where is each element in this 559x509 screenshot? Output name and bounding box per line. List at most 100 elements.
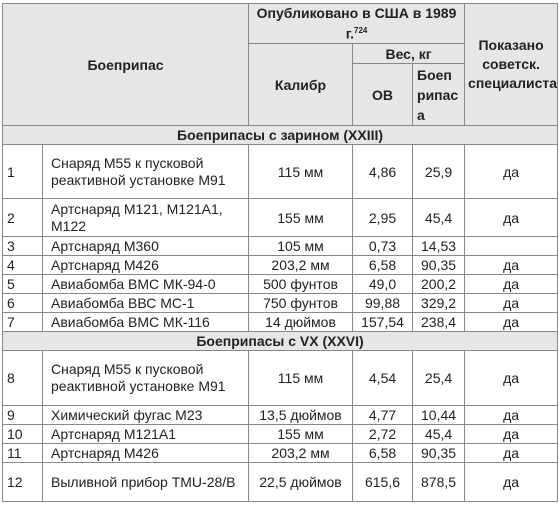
row-name: Артснаряд М121А1 [41, 424, 250, 444]
row-number: 12 [2, 462, 43, 502]
header-published: Опубликовано в США в 1989 г.724 [248, 3, 466, 44]
row-munition-weight: 878,5 [412, 462, 466, 502]
row-munition-weight: 90,35 [412, 255, 466, 275]
row-shown: да [464, 405, 559, 425]
header-shown: Показано советск. специалистам [464, 3, 559, 126]
row-shown: да [464, 312, 559, 332]
row-caliber: 22,5 дюймов [248, 462, 354, 502]
row-munition-weight: 25,9 [412, 144, 466, 199]
header-caliber: Калибр [248, 43, 354, 126]
row-agent-weight: 2,72 [352, 424, 414, 444]
row-name: Артснаряд М360 [41, 236, 250, 256]
table-row: 11 Артснаряд М426 203,2 мм 6,58 90,35 да [2, 443, 559, 463]
row-agent-weight: 49,0 [352, 274, 414, 294]
row-caliber: 13,5 дюймов [248, 405, 354, 425]
row-number: 4 [2, 255, 43, 275]
row-munition-weight: 90,35 [412, 443, 466, 463]
row-number: 1 [2, 144, 43, 199]
row-agent-weight: 0,73 [352, 236, 414, 256]
table-header: Боеприпас Опубликовано в США в 1989 г.72… [1, 3, 559, 126]
row-agent-weight: 615,6 [352, 462, 414, 502]
table-body: Боеприпасы с зарином (XXIII) 1 Снаряд М55 … [1, 125, 559, 502]
row-agent-weight: 4,86 [352, 144, 414, 199]
section-title: Боеприпасы с VX (XXVI) [1, 331, 559, 351]
row-shown: да [464, 274, 559, 294]
row-caliber: 14 дюймов [248, 312, 354, 332]
header-agent: ОВ [352, 63, 414, 126]
section-header-row: Боеприпасы с зарином (XXIII) [1, 125, 559, 145]
header-weight: Вес, кг [352, 43, 466, 64]
row-number: 8 [2, 350, 43, 406]
row-caliber: 115 мм [248, 350, 354, 406]
row-caliber: 155 мм [248, 424, 354, 444]
row-number: 5 [2, 274, 43, 294]
header-munition-weight: Боеприпаса [412, 63, 466, 126]
section-header-row: Боеприпасы с VX (XXVI) [1, 331, 559, 351]
row-name: Химический фугас М23 [41, 405, 250, 425]
row-number: 11 [2, 443, 43, 463]
row-name: Снаряд М55 к пусковой реактивной установ… [41, 350, 250, 406]
table-row: 8 Снаряд М55 к пусковой реактивной устано… [2, 350, 559, 406]
row-shown: да [464, 293, 559, 313]
row-munition-weight: 45,4 [412, 198, 466, 237]
row-munition-weight: 238,4 [412, 312, 466, 332]
table-row: 1 Снаряд М55 к пусковой реактивной устано… [2, 144, 559, 199]
munitions-table: Боеприпас Опубликовано в США в 1989 г.72… [1, 3, 559, 502]
row-shown: да [464, 424, 559, 444]
row-number: 9 [2, 405, 43, 425]
row-number: 7 [2, 312, 43, 332]
row-number: 6 [2, 293, 43, 313]
row-shown: да [464, 350, 559, 406]
table-row: 6 Авиабомба ВВС МС-1 750 фунтов 99,88 329,2 д… [2, 293, 559, 313]
row-name: Артснаряд М121, М121А1, М122 [41, 198, 250, 237]
row-agent-weight: 4,77 [352, 405, 414, 425]
row-caliber: 105 мм [248, 236, 354, 256]
row-agent-weight: 4,54 [352, 350, 414, 406]
row-name: Снаряд М55 к пусковой реактивной установ… [41, 144, 250, 199]
row-shown: да [464, 144, 559, 199]
row-name: Артснаряд М426 [41, 255, 250, 275]
table-row: 10 Артснаряд М121А1 155 мм 2,72 45,4 да [2, 424, 559, 444]
table-row: 7 Авиабомба ВМС МК-116 14 дюймов 157,54 238,… [2, 312, 559, 332]
header-published-text: Опубликовано в США в 1989 г. [256, 4, 457, 42]
row-shown: да [464, 198, 559, 237]
row-number: 2 [2, 198, 43, 237]
row-agent-weight: 157,54 [352, 312, 414, 332]
row-munition-weight: 14,53 [412, 236, 466, 256]
table-row: 9 Химический фугас М23 13,5 дюймов 4,77 10,4… [2, 405, 559, 425]
row-name: Авиабомба ВМС МК-94-0 [41, 274, 250, 294]
row-caliber: 750 фунтов [248, 293, 354, 313]
table-row: 5 Авиабомба ВМС МК-94-0 500 фунтов 49,0 200,… [2, 274, 559, 294]
row-munition-weight: 10,44 [412, 405, 466, 425]
row-shown: да [464, 443, 559, 463]
row-munition-weight: 45,4 [412, 424, 466, 444]
row-munition-weight: 329,2 [412, 293, 466, 313]
table-row: 2 Артснаряд М121, М121А1, М122 155 мм 2,95 4… [2, 198, 559, 237]
row-agent-weight: 2,95 [352, 198, 414, 237]
header-munition: Боеприпас [1, 3, 250, 126]
row-agent-weight: 99,88 [352, 293, 414, 313]
row-shown: да [464, 255, 559, 275]
row-caliber: 155 мм [248, 198, 354, 237]
row-number: 10 [2, 424, 43, 444]
table-row: 4 Артснаряд М426 203,2 мм 6,58 90,35 да [2, 255, 559, 275]
row-number: 3 [2, 236, 43, 256]
row-name: Выливной прибор TMU-28/B [41, 462, 250, 502]
row-name: Авиабомба ВМС МК-116 [41, 312, 250, 332]
row-caliber: 203,2 мм [248, 443, 354, 463]
row-caliber: 115 мм [248, 144, 354, 199]
row-shown [464, 236, 559, 256]
row-caliber: 203,2 мм [248, 255, 354, 275]
row-agent-weight: 6,58 [352, 255, 414, 275]
row-name: Авиабомба ВВС МС-1 [41, 293, 250, 313]
row-caliber: 500 фунтов [248, 274, 354, 294]
header-published-ref: 724 [354, 25, 368, 35]
row-shown: да [464, 462, 559, 502]
table-row: 3 Артснаряд М360 105 мм 0,73 14,53 [2, 236, 559, 256]
row-agent-weight: 6,58 [352, 443, 414, 463]
table-row: 12 Выливной прибор TMU-28/B 22,5 дюймов 615… [2, 462, 559, 502]
row-munition-weight: 200,2 [412, 274, 466, 294]
row-munition-weight: 25,4 [412, 350, 466, 406]
section-title: Боеприпасы с зарином (XXIII) [1, 125, 559, 145]
row-name: Артснаряд М426 [41, 443, 250, 463]
